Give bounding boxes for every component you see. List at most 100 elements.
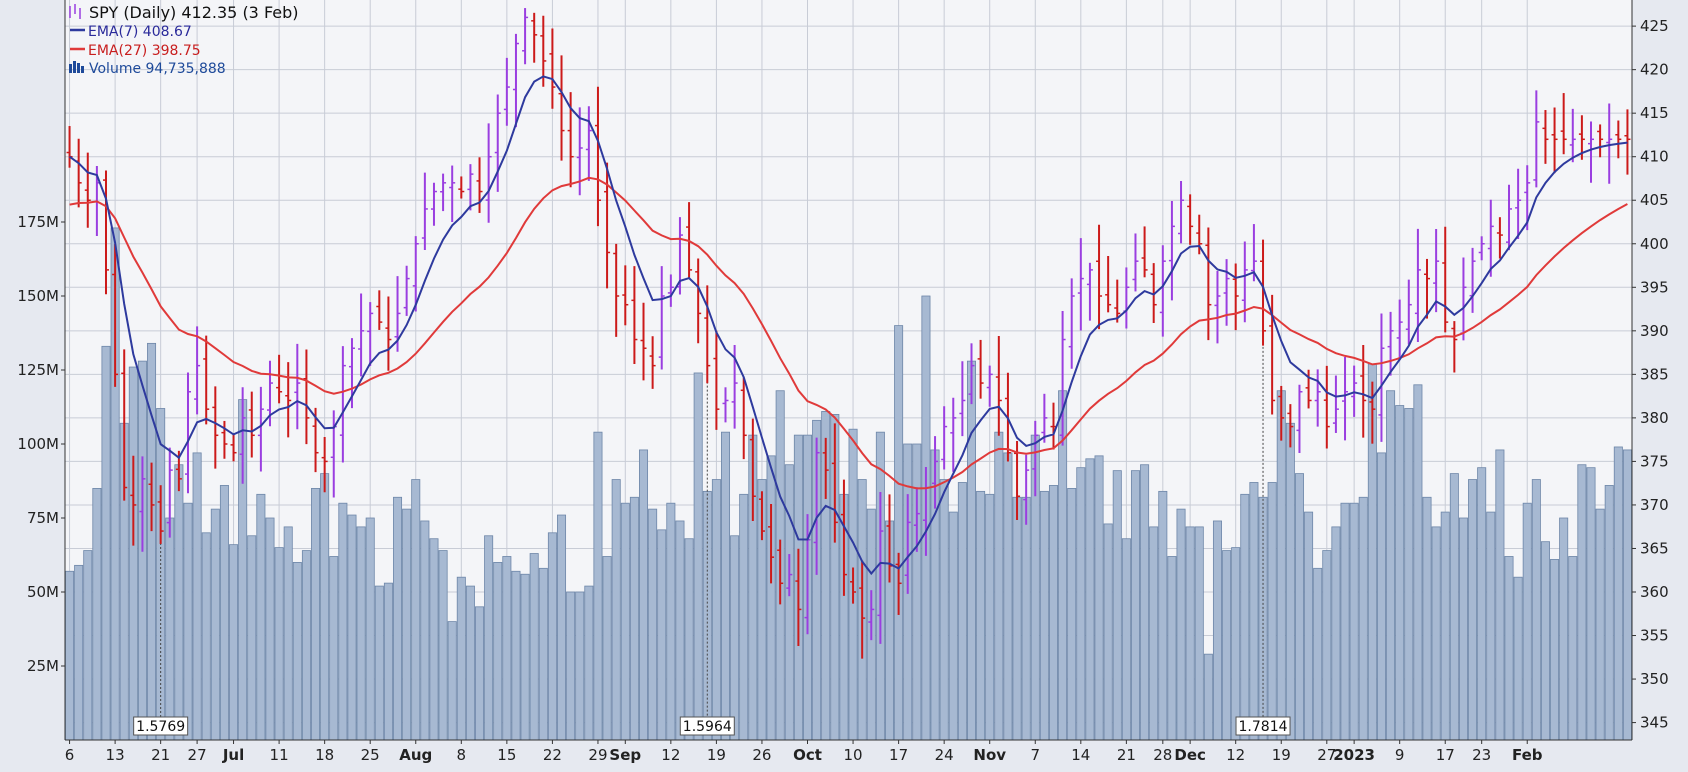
ohlc-bar: [1597, 124, 1604, 158]
volume-tick-label: 100M: [17, 435, 59, 453]
ohlc-bar: [558, 55, 565, 161]
date-tick-label: 29: [588, 746, 607, 764]
price-tick-label: 355: [1640, 627, 1669, 645]
volume-bar: [1149, 526, 1159, 741]
ohlc-bar: [913, 487, 920, 552]
volume-bar: [356, 526, 366, 741]
date-tick-label: 21: [1117, 746, 1136, 764]
volume-bar: [65, 570, 75, 741]
ohlc-bar: [248, 391, 255, 458]
ohlc-bar: [995, 336, 1002, 436]
ohlc-bar: [458, 176, 465, 199]
ohlc-bar: [112, 244, 119, 387]
ohlc-bar: [522, 8, 529, 65]
date-tick-label: 28: [1153, 746, 1172, 764]
ohlc-bar: [430, 182, 437, 226]
ohlc-bar: [1150, 263, 1157, 324]
date-tick-label: Feb: [1512, 746, 1543, 764]
volume-bar: [1094, 455, 1104, 741]
volume-bar: [529, 553, 539, 741]
date-tick-label: 18: [315, 746, 334, 764]
ohlc-bar: [1332, 375, 1339, 433]
ohlc-bar: [622, 265, 629, 326]
ohlc-bar: [1214, 271, 1221, 344]
ohlc-bar: [194, 326, 201, 415]
volume-bar: [165, 517, 175, 741]
volume-bar: [976, 490, 986, 741]
ohlc-bar: [968, 343, 975, 405]
ohlc-bar: [1569, 108, 1576, 163]
price-tick-label: 360: [1640, 583, 1669, 601]
ohlc-bar: [166, 447, 173, 538]
ohlc-bar: [540, 15, 547, 87]
volume-bar: [1613, 446, 1623, 741]
date-tick-label: 8: [457, 746, 467, 764]
date-tick-label: 23: [1472, 746, 1491, 764]
ohlc-bar: [412, 236, 419, 312]
ema-lines: [69, 75, 1628, 576]
ohlc-bar: [749, 418, 756, 521]
volume-bar: [1495, 449, 1505, 741]
price-bars: [66, 8, 1631, 659]
legend-volume-icon: [69, 61, 84, 73]
ohlc-bar: [1615, 120, 1622, 159]
ohlc-bar: [1086, 262, 1093, 321]
ohlc-bar: [139, 456, 146, 552]
date-tick-label: 26: [752, 746, 771, 764]
volume-bar: [438, 550, 448, 741]
date-tick-label: 27: [188, 746, 207, 764]
volume-bar: [374, 585, 384, 741]
volume-bar: [1048, 485, 1058, 741]
volume-bar: [156, 408, 166, 741]
ohlc-bar: [1414, 228, 1421, 342]
volume-bar: [383, 582, 393, 741]
ohlc-bar: [276, 354, 283, 404]
volume-bar: [1130, 470, 1140, 741]
ohlc-bar: [1187, 194, 1194, 245]
volume-bar: [201, 532, 211, 741]
ohlc-bar: [1424, 258, 1431, 319]
volume-bar: [584, 585, 594, 741]
ohlc-bar: [1542, 110, 1549, 164]
volume-bar: [1550, 559, 1560, 741]
volume-bar: [684, 538, 694, 741]
ohlc-bar: [1533, 90, 1540, 188]
ohlc-bar: [758, 491, 765, 541]
volume-bar: [1559, 517, 1569, 741]
price-tick-label: 380: [1640, 409, 1669, 427]
price-tick-label: 345: [1640, 714, 1669, 732]
date-tick-label: 12: [661, 746, 680, 764]
volume-bar: [1468, 479, 1478, 741]
ohlc-bar: [1059, 310, 1066, 446]
volume-bar: [1112, 470, 1122, 741]
volume-bar: [274, 547, 284, 741]
volume-tick-label: 150M: [17, 287, 59, 305]
ohlc-bar: [385, 296, 392, 371]
ohlc-bar: [1560, 93, 1567, 155]
volume-bar: [402, 508, 412, 741]
volume-bar: [229, 544, 239, 741]
volume-tick-label: 125M: [17, 361, 59, 379]
date-tick-label: Jul: [222, 746, 244, 764]
ohlc-bar: [102, 170, 109, 295]
volume-bar: [1522, 502, 1532, 741]
volume-bar: [1477, 467, 1487, 741]
volume-bar: [1322, 550, 1332, 741]
date-tick-label: 17: [889, 746, 908, 764]
ohlc-bar: [1296, 384, 1303, 454]
annotation-label: 1.5964: [683, 719, 732, 735]
ohlc-bar: [1351, 365, 1358, 417]
volume-bar: [1194, 526, 1204, 741]
ohlc-bar: [476, 157, 483, 213]
ohlc-bar: [704, 285, 711, 384]
price-tick-label: 400: [1640, 235, 1669, 253]
price-tick-label: 410: [1640, 148, 1669, 166]
volume-bar: [1140, 464, 1150, 741]
ohlc-bar: [1232, 263, 1239, 331]
ohlc-bar: [640, 302, 647, 381]
volume-bar: [1422, 496, 1432, 741]
ohlc-bar: [1506, 184, 1513, 251]
volume-bar: [1622, 449, 1632, 741]
ohlc-bar: [212, 386, 219, 469]
volume-bar: [393, 496, 403, 741]
